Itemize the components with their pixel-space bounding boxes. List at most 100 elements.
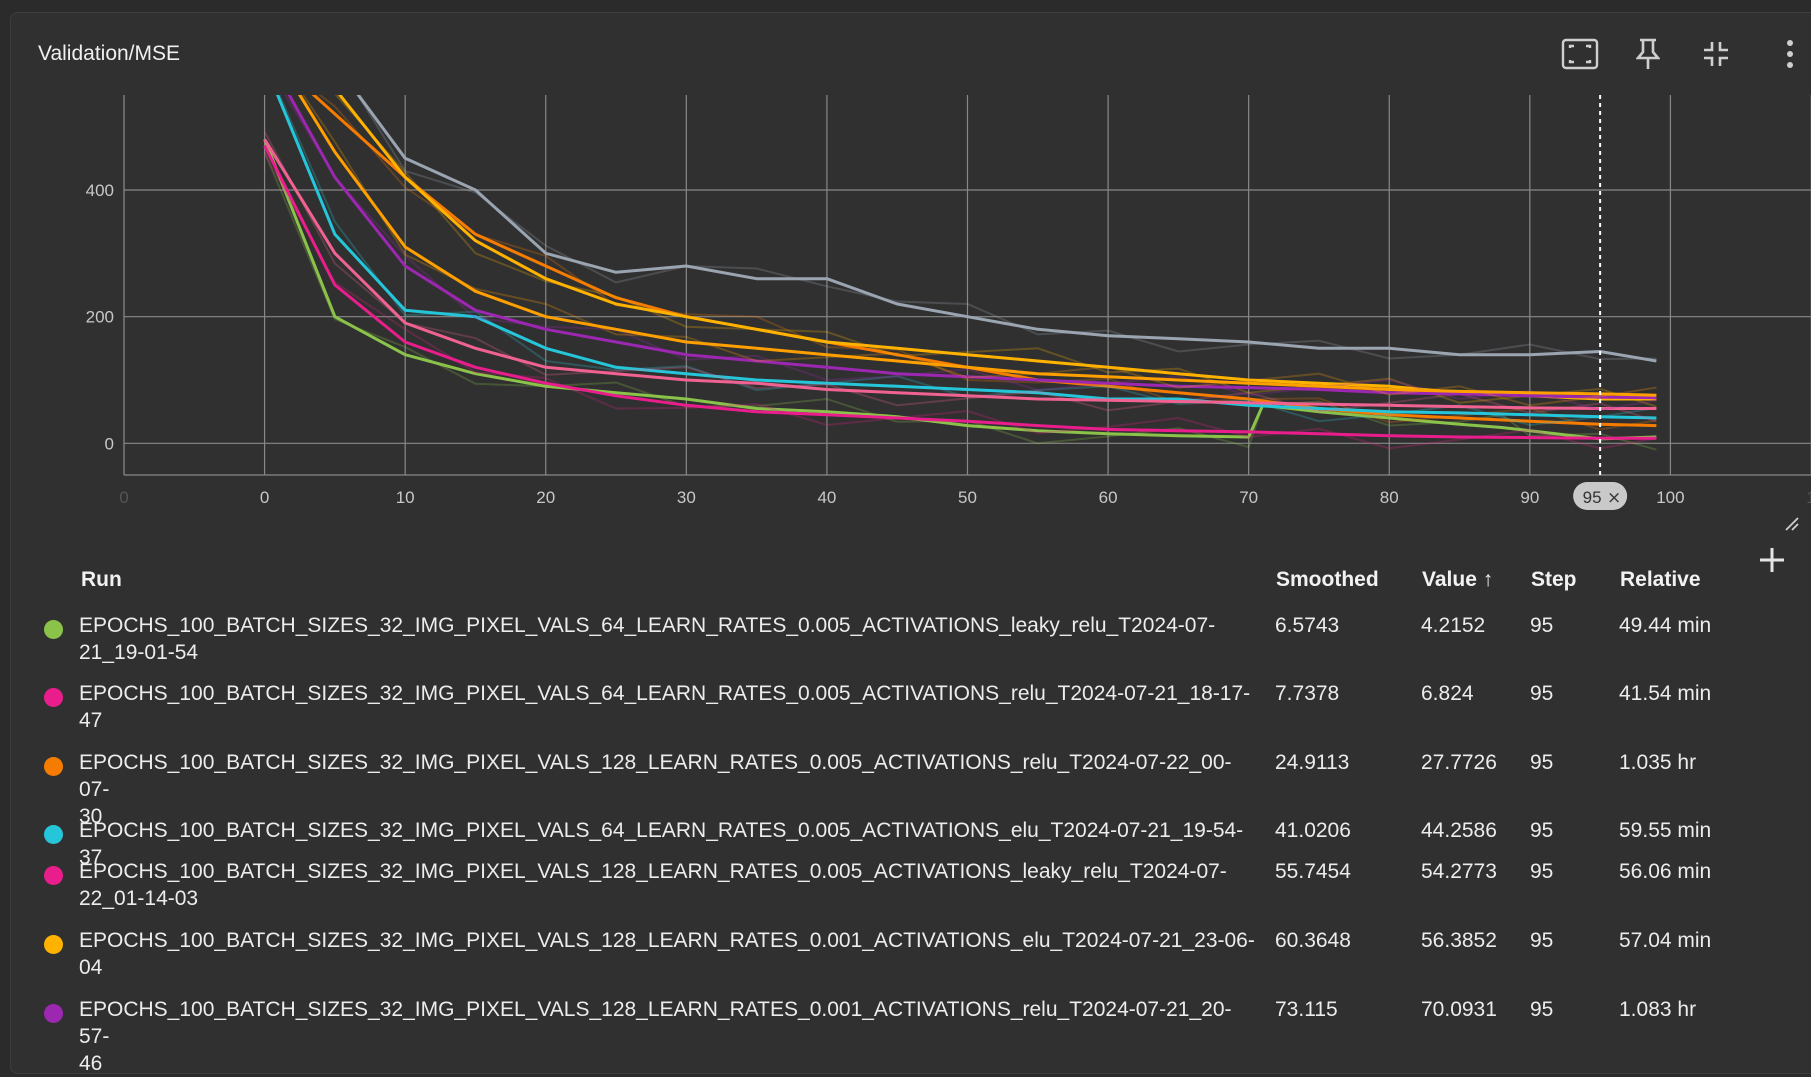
- run-name: EPOCHS_100_BATCH_SIZES_32_IMG_PIXEL_VALS…: [79, 817, 1259, 871]
- fit-domain-icon: [1561, 38, 1599, 70]
- run-name-line: 21_19-01-54: [79, 641, 199, 664]
- run-name: EPOCHS_100_BATCH_SIZES_32_IMG_PIXEL_VALS…: [79, 858, 1259, 912]
- smoothed-cell: 24.9113: [1275, 751, 1350, 774]
- resize-handle-icon[interactable]: [1784, 516, 1800, 532]
- header-value[interactable]: Value ↑: [1422, 568, 1494, 591]
- series-group: [263, 85, 1657, 451]
- smoothed-cell: 6.5743: [1275, 614, 1340, 637]
- step-cell: 95: [1530, 614, 1554, 637]
- table-row[interactable]: EPOCHS_100_BATCH_SIZES_32_IMG_PIXEL_VALS…: [0, 817, 1811, 877]
- step-cell: 95: [1530, 860, 1554, 883]
- y-tick-label: 200: [86, 308, 114, 327]
- hover-step-label: 95: [1583, 488, 1602, 507]
- pin-button[interactable]: [1628, 34, 1668, 74]
- run-color-dot[interactable]: [44, 688, 63, 707]
- run-name: EPOCHS_100_BATCH_SIZES_32_IMG_PIXEL_VALS…: [79, 749, 1259, 830]
- x-tick-label: 30: [677, 488, 696, 507]
- run-name-line: EPOCHS_100_BATCH_SIZES_32_IMG_PIXEL_VALS…: [79, 819, 1244, 869]
- x-tick-label: 90: [1520, 488, 1539, 507]
- smoothed-cell: 73.115: [1275, 998, 1338, 1021]
- relative-cell: 49.44 min: [1619, 614, 1712, 637]
- run-name-line: 47: [79, 709, 103, 732]
- series-raw-line: [301, 95, 1657, 407]
- step-cell: 95: [1530, 998, 1554, 1021]
- x-axis: 0 0 10 20 30 40 50 60 70 80 90 100 1: [119, 488, 1811, 507]
- line-chart[interactable]: 0 200 400 0 0 10 20 30 40 50 60 70 80 90 100 1 95 ×: [0, 85, 1811, 525]
- relative-cell: 59.55 min: [1619, 819, 1712, 842]
- relative-cell: 57.04 min: [1619, 929, 1712, 952]
- hover-indicator: 95 ×: [1573, 95, 1628, 510]
- series-line[interactable]: [265, 85, 1657, 397]
- run-name: EPOCHS_100_BATCH_SIZES_32_IMG_PIXEL_VALS…: [79, 680, 1259, 734]
- series-raw-line: [334, 95, 1657, 408]
- smoothed-cell: 41.0206: [1275, 819, 1351, 842]
- series-raw-line: [263, 131, 1657, 423]
- run-name-line: 46: [79, 1052, 103, 1075]
- run-color-dot[interactable]: [44, 757, 63, 776]
- run-name: EPOCHS_100_BATCH_SIZES_32_IMG_PIXEL_VALS…: [79, 612, 1259, 666]
- table-row[interactable]: EPOCHS_100_BATCH_SIZES_32_IMG_PIXEL_VALS…: [0, 680, 1811, 740]
- add-column-icon[interactable]: [1757, 545, 1787, 575]
- value-cell: 56.3852: [1421, 929, 1497, 952]
- hover-clear-icon[interactable]: ×: [1607, 488, 1621, 508]
- run-name: EPOCHS_100_BATCH_SIZES_32_IMG_PIXEL_VALS…: [79, 927, 1259, 981]
- header-relative[interactable]: Relative: [1620, 568, 1701, 591]
- step-cell: 95: [1530, 929, 1554, 952]
- table-row[interactable]: EPOCHS_100_BATCH_SIZES_32_IMG_PIXEL_VALS…: [0, 749, 1811, 828]
- step-cell: 95: [1530, 751, 1554, 774]
- series-line[interactable]: [263, 145, 1657, 440]
- run-name-line: EPOCHS_100_BATCH_SIZES_32_IMG_PIXEL_VALS…: [79, 929, 1255, 952]
- pin-icon: [1636, 38, 1660, 69]
- header-run[interactable]: Run: [81, 568, 122, 591]
- series-raw-line: [284, 95, 1657, 411]
- header-smoothed[interactable]: Smoothed: [1276, 568, 1379, 591]
- table-row[interactable]: EPOCHS_100_BATCH_SIZES_32_IMG_PIXEL_VALS…: [0, 996, 1811, 1075]
- series-line[interactable]: [265, 85, 1657, 400]
- series-line[interactable]: [263, 138, 1657, 441]
- x-tick-label: 70: [1239, 488, 1258, 507]
- table-row[interactable]: EPOCHS_100_BATCH_SIZES_32_IMG_PIXEL_VALS…: [0, 612, 1811, 672]
- table-row[interactable]: EPOCHS_100_BATCH_SIZES_32_IMG_PIXEL_VALS…: [0, 927, 1811, 987]
- hover-step-chip[interactable]: [1573, 482, 1628, 510]
- y-axis: 0 200 400: [86, 181, 114, 453]
- run-name-line: 30: [79, 805, 103, 828]
- smoothed-cell: 7.7378: [1275, 682, 1340, 705]
- card-title: Validation/MSE: [38, 42, 181, 65]
- run-color-dot[interactable]: [44, 1004, 63, 1023]
- run-color-dot[interactable]: [44, 935, 63, 954]
- table-row[interactable]: EPOCHS_100_BATCH_SIZES_32_IMG_PIXEL_VALS…: [0, 858, 1811, 918]
- fit-domain-button[interactable]: [1560, 34, 1600, 74]
- run-color-dot[interactable]: [44, 866, 63, 885]
- step-cell: 95: [1530, 819, 1554, 842]
- y-tick-label: 0: [105, 434, 114, 453]
- run-name-line: 22_01-14-03: [79, 887, 199, 910]
- value-cell: 44.2586: [1421, 819, 1497, 842]
- x-tick-label: 10: [396, 488, 415, 507]
- series-raw-line: [263, 152, 1657, 450]
- relative-cell: 1.035 hr: [1619, 751, 1697, 774]
- x-tick-label: 50: [958, 488, 977, 507]
- step-cell: 95: [1530, 682, 1554, 705]
- more-options-button[interactable]: [1770, 34, 1810, 74]
- series-line[interactable]: [265, 85, 1657, 363]
- run-name: EPOCHS_100_BATCH_SIZES_32_IMG_PIXEL_VALS…: [79, 996, 1259, 1077]
- more-vert-icon: [1787, 40, 1793, 68]
- x-tick-label: 80: [1380, 488, 1399, 507]
- run-name-line: EPOCHS_100_BATCH_SIZES_32_IMG_PIXEL_VALS…: [79, 751, 1232, 801]
- x-tick-label: 60: [1099, 488, 1118, 507]
- series-line[interactable]: [263, 138, 1657, 410]
- relative-cell: 1.083 hr: [1619, 998, 1697, 1021]
- collapse-button[interactable]: [1696, 34, 1736, 74]
- series-line[interactable]: [265, 85, 1657, 420]
- run-name-line: EPOCHS_100_BATCH_SIZES_32_IMG_PIXEL_VALS…: [79, 998, 1232, 1048]
- run-name-line: EPOCHS_100_BATCH_SIZES_32_IMG_PIXEL_VALS…: [79, 614, 1216, 637]
- run-color-dot[interactable]: [44, 825, 63, 844]
- relative-cell: 56.06 min: [1619, 860, 1712, 883]
- x-tick-label: 0: [260, 488, 269, 507]
- run-color-dot[interactable]: [44, 620, 63, 639]
- value-cell: 70.0931: [1421, 998, 1497, 1021]
- value-cell: 27.7726: [1421, 751, 1497, 774]
- header-step[interactable]: Step: [1531, 568, 1577, 591]
- relative-cell: 41.54 min: [1619, 682, 1712, 705]
- run-name-line: EPOCHS_100_BATCH_SIZES_32_IMG_PIXEL_VALS…: [79, 860, 1227, 883]
